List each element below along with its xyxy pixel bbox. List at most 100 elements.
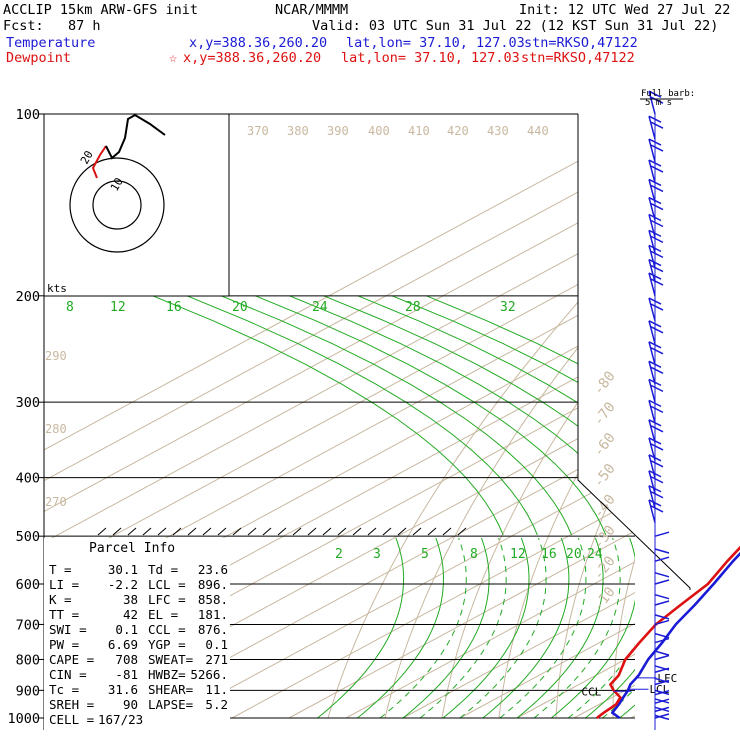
mixing-ratio-label: 3 bbox=[373, 547, 381, 562]
isotherm-line bbox=[44, 114, 635, 719]
wind-barb-flag bbox=[650, 366, 664, 374]
wind-barb-flag bbox=[648, 159, 662, 167]
mixing-ratio-line bbox=[113, 296, 547, 535]
isotherm-line bbox=[44, 114, 635, 719]
mixing-ratio-line bbox=[230, 538, 405, 719]
dewpoint-xy: x,y=388.36,260.20 bbox=[183, 50, 322, 66]
wind-barb bbox=[648, 485, 656, 509]
pressure-tick-label: 200 bbox=[16, 289, 40, 305]
wind-barb-flag bbox=[648, 138, 662, 146]
isotherm-label: -80 bbox=[591, 369, 619, 399]
moist-adiabat-line bbox=[230, 538, 467, 719]
parcel-value: 708 bbox=[115, 652, 138, 667]
moist-adiabat-line bbox=[230, 538, 621, 719]
mixing-ratio-line bbox=[230, 538, 635, 719]
hatch-mark bbox=[442, 527, 452, 536]
wind-barb bbox=[654, 665, 670, 671]
wind-barb-flag bbox=[650, 235, 664, 244]
mixing-ratio-label: 2 bbox=[335, 547, 343, 562]
barb-key: Full barb: 5 m s bbox=[640, 89, 695, 108]
isotherm-line bbox=[516, 114, 635, 719]
parcel-value: 5.2 bbox=[205, 697, 228, 712]
wind-barb-flag bbox=[650, 264, 664, 273]
wind-barb bbox=[654, 548, 670, 554]
wind-barb-flag bbox=[650, 219, 664, 228]
wind-barb-flag bbox=[650, 425, 664, 433]
wind-barb bbox=[648, 499, 656, 523]
mixing-ratio-line bbox=[230, 538, 530, 719]
hatch-mark bbox=[412, 527, 422, 536]
barb-key-units: 5 m s bbox=[645, 98, 672, 108]
isotherm-line bbox=[44, 114, 635, 719]
mixing-ratio-label: 12 bbox=[110, 300, 126, 315]
wind-barb bbox=[648, 341, 656, 365]
wind-barb-flag bbox=[648, 297, 662, 305]
hatch-mark bbox=[172, 527, 182, 536]
parcel-value: 0.1 bbox=[115, 622, 138, 637]
parcel-value: 167/23 bbox=[98, 712, 143, 727]
theta-label: 430 bbox=[487, 124, 509, 138]
wind-barb bbox=[648, 419, 656, 443]
dry-adiabat-line bbox=[612, 114, 635, 718]
isotherm-line bbox=[688, 100, 740, 718]
hodograph-units: kts bbox=[47, 282, 67, 295]
hodograph-ring-label: 20 bbox=[78, 148, 96, 166]
dry-adiabat-line bbox=[555, 114, 635, 719]
wind-barb bbox=[654, 556, 670, 562]
hodograph-ring-label: 10 bbox=[108, 175, 126, 193]
hatch-mark bbox=[187, 527, 197, 536]
wind-barb bbox=[654, 698, 670, 704]
wind-barb bbox=[648, 400, 656, 424]
hatch-mark bbox=[367, 527, 377, 536]
wind-barb bbox=[654, 600, 670, 606]
wind-barbs bbox=[648, 90, 670, 730]
mixing-ratio-label: 5 bbox=[421, 547, 429, 562]
hatch-mark bbox=[292, 527, 302, 536]
theta-label: 270 bbox=[45, 495, 67, 509]
header-right-2: Valid: 03 UTC Sun 31 Jul 22 (12 KST Sun … bbox=[312, 18, 719, 34]
mixing-ratio-line bbox=[238, 538, 635, 719]
parcel-key: Tc = bbox=[49, 682, 79, 697]
parcel-key: CIN = bbox=[49, 667, 87, 682]
wind-barb-flag bbox=[650, 491, 664, 499]
dry-adiabat-line bbox=[498, 114, 635, 719]
theta-label: 440 bbox=[527, 124, 549, 138]
wind-barb-flag bbox=[650, 460, 664, 468]
theta-label: 280 bbox=[45, 422, 67, 436]
isotherm-label: -60 bbox=[591, 430, 619, 460]
hatch-mark bbox=[97, 527, 107, 536]
mixing-ratio-line bbox=[230, 538, 490, 719]
wind-barb-flag bbox=[648, 258, 662, 267]
wind-barb-flag bbox=[650, 405, 664, 414]
parcel-key: TT = bbox=[49, 607, 79, 622]
pressure-tick-label: 600 bbox=[16, 577, 40, 593]
mixing-ratio-label: 16 bbox=[541, 547, 557, 562]
wind-barb-flag bbox=[650, 303, 664, 311]
wind-barb-flag bbox=[648, 485, 662, 493]
ccl-label: CCL bbox=[581, 685, 601, 698]
parcel-key: LFC = bbox=[148, 592, 186, 607]
hatch-mark bbox=[127, 527, 137, 536]
parcel-info-title: Parcel Info bbox=[89, 541, 175, 556]
dewpoint-legend-label: Dewpoint bbox=[6, 50, 72, 66]
mixing-ratio-label: 24 bbox=[312, 300, 328, 315]
pressure-tick-label: 800 bbox=[16, 652, 40, 668]
moist-adiabat-line bbox=[230, 538, 507, 719]
hatch-mark bbox=[457, 527, 467, 536]
wind-barb bbox=[648, 197, 656, 221]
temperature-legend-label: Temperature bbox=[6, 35, 96, 51]
pressure-tick-label: 300 bbox=[16, 395, 40, 411]
wind-barb bbox=[654, 632, 670, 639]
pressure-tick-label: 500 bbox=[16, 529, 40, 545]
wind-barb bbox=[648, 91, 656, 115]
parcel-value: 42 bbox=[123, 607, 138, 622]
isotherm-label: -50 bbox=[591, 461, 619, 491]
mixing-ratio-label: 12 bbox=[510, 547, 526, 562]
theta-label: 400 bbox=[368, 124, 390, 138]
wind-barb bbox=[648, 454, 656, 478]
isotherm-line bbox=[44, 114, 635, 719]
temperature-station: stn=RKSO,47122 bbox=[524, 35, 638, 51]
mixing-ratio-line bbox=[181, 296, 616, 535]
isotherm-label: -70 bbox=[591, 399, 619, 429]
mixing-ratio-label: 24 bbox=[587, 547, 603, 562]
